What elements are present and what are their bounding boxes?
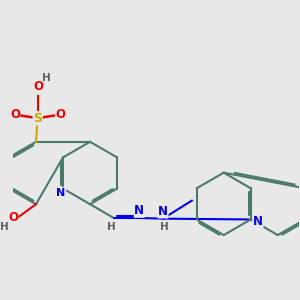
Text: N: N <box>56 188 65 198</box>
Text: N: N <box>253 214 263 228</box>
Text: O: O <box>8 211 18 224</box>
Text: O: O <box>33 80 43 93</box>
Text: H: H <box>160 222 169 232</box>
Text: H: H <box>0 221 8 232</box>
Text: O: O <box>55 108 65 122</box>
Text: H: H <box>43 73 51 83</box>
Text: O: O <box>10 108 20 122</box>
Text: S: S <box>33 112 42 124</box>
Text: H: H <box>107 222 116 232</box>
Text: N: N <box>134 204 144 217</box>
Text: N: N <box>158 205 168 218</box>
